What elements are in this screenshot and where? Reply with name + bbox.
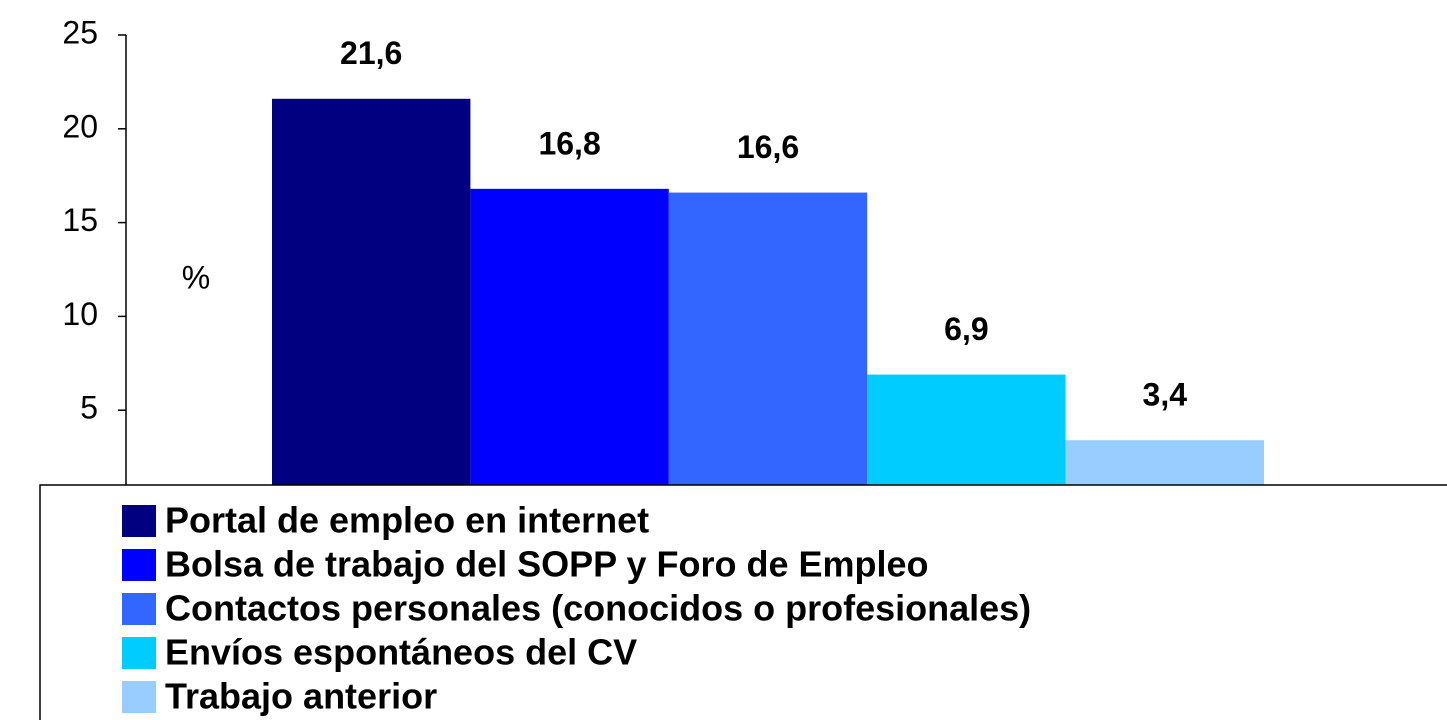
value-label: 3,4: [1143, 377, 1188, 413]
value-label: 16,8: [538, 125, 600, 161]
y-tick-label: 15: [62, 202, 98, 238]
legend-label: Bolsa de trabajo del SOPP y Foro de Empl…: [165, 544, 929, 585]
bar: [470, 188, 669, 504]
legend-swatch: [122, 505, 156, 537]
bar: [867, 374, 1066, 504]
bar: [272, 98, 471, 504]
value-label: 16,6: [737, 129, 799, 165]
y-tick-label: 5: [80, 390, 98, 426]
legend-label: Trabajo anterior: [165, 676, 437, 717]
legend-label: Contactos personales (conocidos o profes…: [165, 588, 1031, 629]
y-tick-label: 10: [62, 296, 98, 332]
legend-label: Envíos espontáneos del CV: [165, 632, 637, 673]
legend-swatch: [122, 681, 156, 713]
y-tick-label: 25: [62, 14, 98, 50]
legend-label: Portal de empleo en internet: [165, 500, 649, 541]
legend-swatch: [122, 549, 156, 581]
value-label: 6,9: [944, 311, 988, 347]
legend-swatch: [122, 593, 156, 625]
value-label: 21,6: [340, 35, 402, 71]
bar: [668, 192, 868, 505]
legend-swatch: [122, 637, 156, 669]
y-axis-label: %: [182, 259, 210, 295]
y-tick-label: 20: [62, 108, 98, 144]
legend-box: [39, 484, 1447, 720]
